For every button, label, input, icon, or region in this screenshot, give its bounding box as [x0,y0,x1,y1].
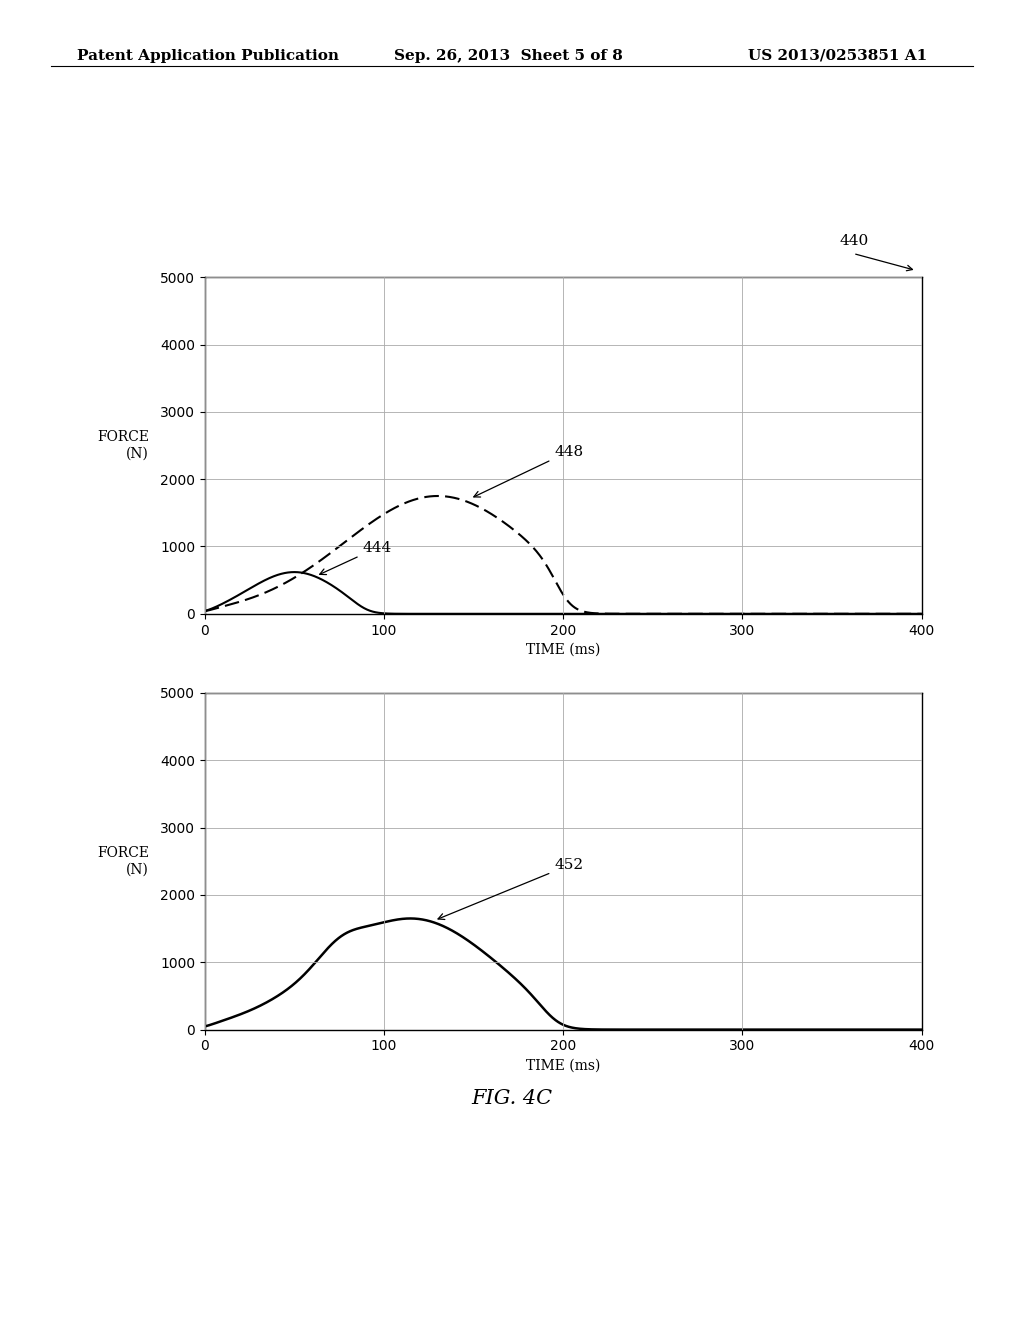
Text: 448: 448 [474,445,584,498]
Text: FIG. 4C: FIG. 4C [471,1089,553,1107]
Text: 452: 452 [438,858,584,920]
Text: 440: 440 [840,234,869,248]
Text: US 2013/0253851 A1: US 2013/0253851 A1 [748,49,927,63]
X-axis label: TIME (ms): TIME (ms) [526,643,600,657]
Y-axis label: FORCE
(N): FORCE (N) [97,430,148,461]
Y-axis label: FORCE
(N): FORCE (N) [97,846,148,876]
Text: Patent Application Publication: Patent Application Publication [77,49,339,63]
Text: 444: 444 [319,541,392,574]
X-axis label: TIME (ms): TIME (ms) [526,1059,600,1073]
Text: Sep. 26, 2013  Sheet 5 of 8: Sep. 26, 2013 Sheet 5 of 8 [394,49,624,63]
